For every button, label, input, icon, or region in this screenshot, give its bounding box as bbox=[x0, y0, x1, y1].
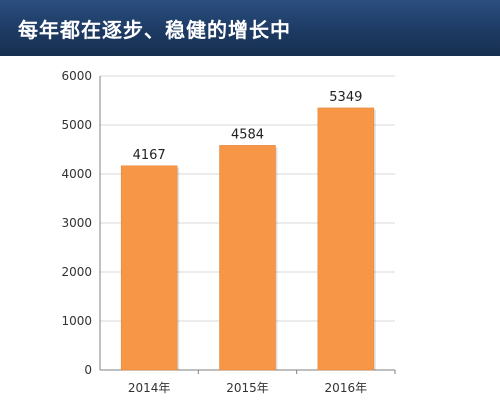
bar bbox=[120, 165, 178, 371]
data-label: 5349 bbox=[329, 90, 362, 105]
y-tick-label: 6000 bbox=[61, 69, 92, 83]
y-tick-label: 0 bbox=[84, 363, 92, 377]
y-tick-label: 4000 bbox=[61, 167, 92, 181]
x-tick-label: 2015年 bbox=[226, 381, 269, 395]
y-tick-label: 5000 bbox=[61, 118, 92, 132]
data-label: 4584 bbox=[231, 127, 264, 142]
y-tick-label: 1000 bbox=[61, 314, 92, 328]
bar-chart: 0 1000 2000 3000 4000 5000 6000 4167 2014年 4584 20… bbox=[61, 69, 396, 395]
x-tick-label: 2016年 bbox=[325, 381, 368, 395]
header-bar: 每年都在逐步、稳健的增长中 bbox=[0, 0, 500, 56]
bar bbox=[219, 145, 276, 371]
page-title: 每年都在逐步、稳健的增长中 bbox=[18, 18, 291, 42]
y-tick-label: 3000 bbox=[61, 216, 92, 230]
y-tick-label: 2000 bbox=[61, 265, 92, 279]
chart-panel: 0 1000 2000 3000 4000 5000 6000 4167 2014年 4584 20… bbox=[0, 56, 500, 414]
x-tick-label: 2014年 bbox=[128, 381, 171, 395]
bar bbox=[317, 107, 375, 371]
data-label: 4167 bbox=[133, 148, 166, 163]
